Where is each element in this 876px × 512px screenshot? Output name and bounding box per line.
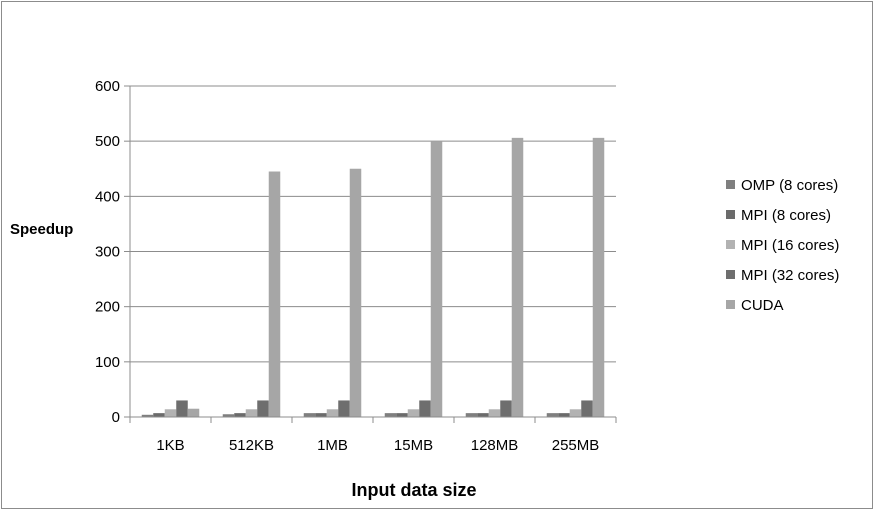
bars xyxy=(141,137,605,417)
bar xyxy=(419,400,431,417)
legend-label: MPI (16 cores) xyxy=(741,237,839,254)
bar xyxy=(222,414,235,417)
bar xyxy=(569,409,582,417)
x-tick-label: 512KB xyxy=(229,437,274,454)
x-tick-label: 15MB xyxy=(394,437,433,454)
y-tick-label: 300 xyxy=(95,244,120,261)
x-tick-label: 1MB xyxy=(317,437,348,454)
bar xyxy=(141,414,154,417)
bar xyxy=(396,413,408,417)
bar xyxy=(245,409,258,417)
legend: OMP (8 cores) MPI (8 cores) MPI (16 cores)… xyxy=(726,177,839,314)
bar xyxy=(558,413,570,417)
y-tick-label: 400 xyxy=(95,188,120,205)
bar xyxy=(488,409,501,417)
bar xyxy=(176,400,188,417)
y-tick-label: 500 xyxy=(95,133,120,150)
y-tick-labels: 0 100 200 300 400 500 600 xyxy=(95,78,120,426)
bar xyxy=(315,413,327,417)
bar xyxy=(407,409,420,417)
bar xyxy=(303,413,316,417)
bar xyxy=(581,400,593,417)
legend-swatch xyxy=(726,300,735,309)
bar xyxy=(187,408,200,417)
x-tick-label: 255MB xyxy=(552,437,600,454)
bar xyxy=(430,141,443,417)
y-tick-label: 0 xyxy=(112,409,120,426)
bar xyxy=(465,413,478,417)
x-tick-label: 128MB xyxy=(471,437,519,454)
y-tick-label: 600 xyxy=(95,78,120,95)
x-tick-label: 1KB xyxy=(156,437,184,454)
y-tick-label: 100 xyxy=(95,354,120,371)
bar xyxy=(511,137,524,417)
bar xyxy=(477,413,489,417)
gridlines xyxy=(130,85,616,363)
y-tick-label: 200 xyxy=(95,299,120,316)
x-tick-labels: 1KB 512KB 1MB 15MB 128MB 255MB xyxy=(156,437,599,454)
legend-swatch xyxy=(726,210,735,219)
legend-label: MPI (8 cores) xyxy=(741,207,831,224)
bar xyxy=(234,413,246,417)
bar xyxy=(326,409,339,417)
bar xyxy=(338,400,350,417)
x-axis-title: Input data size xyxy=(351,480,476,500)
bar xyxy=(349,168,362,417)
axes xyxy=(124,85,617,423)
y-axis-title: Speedup xyxy=(10,221,73,238)
bar xyxy=(164,409,177,417)
legend-swatch xyxy=(726,270,735,279)
legend-label: CUDA xyxy=(741,297,784,314)
legend-label: OMP (8 cores) xyxy=(741,177,838,194)
bar xyxy=(500,400,512,417)
bar xyxy=(153,413,165,417)
bar xyxy=(546,413,559,417)
legend-swatch xyxy=(726,240,735,249)
legend-swatch xyxy=(726,180,735,189)
bar xyxy=(268,171,281,417)
bar xyxy=(257,400,269,417)
bar xyxy=(384,413,397,417)
bar xyxy=(592,137,605,417)
legend-label: MPI (32 cores) xyxy=(741,267,839,284)
